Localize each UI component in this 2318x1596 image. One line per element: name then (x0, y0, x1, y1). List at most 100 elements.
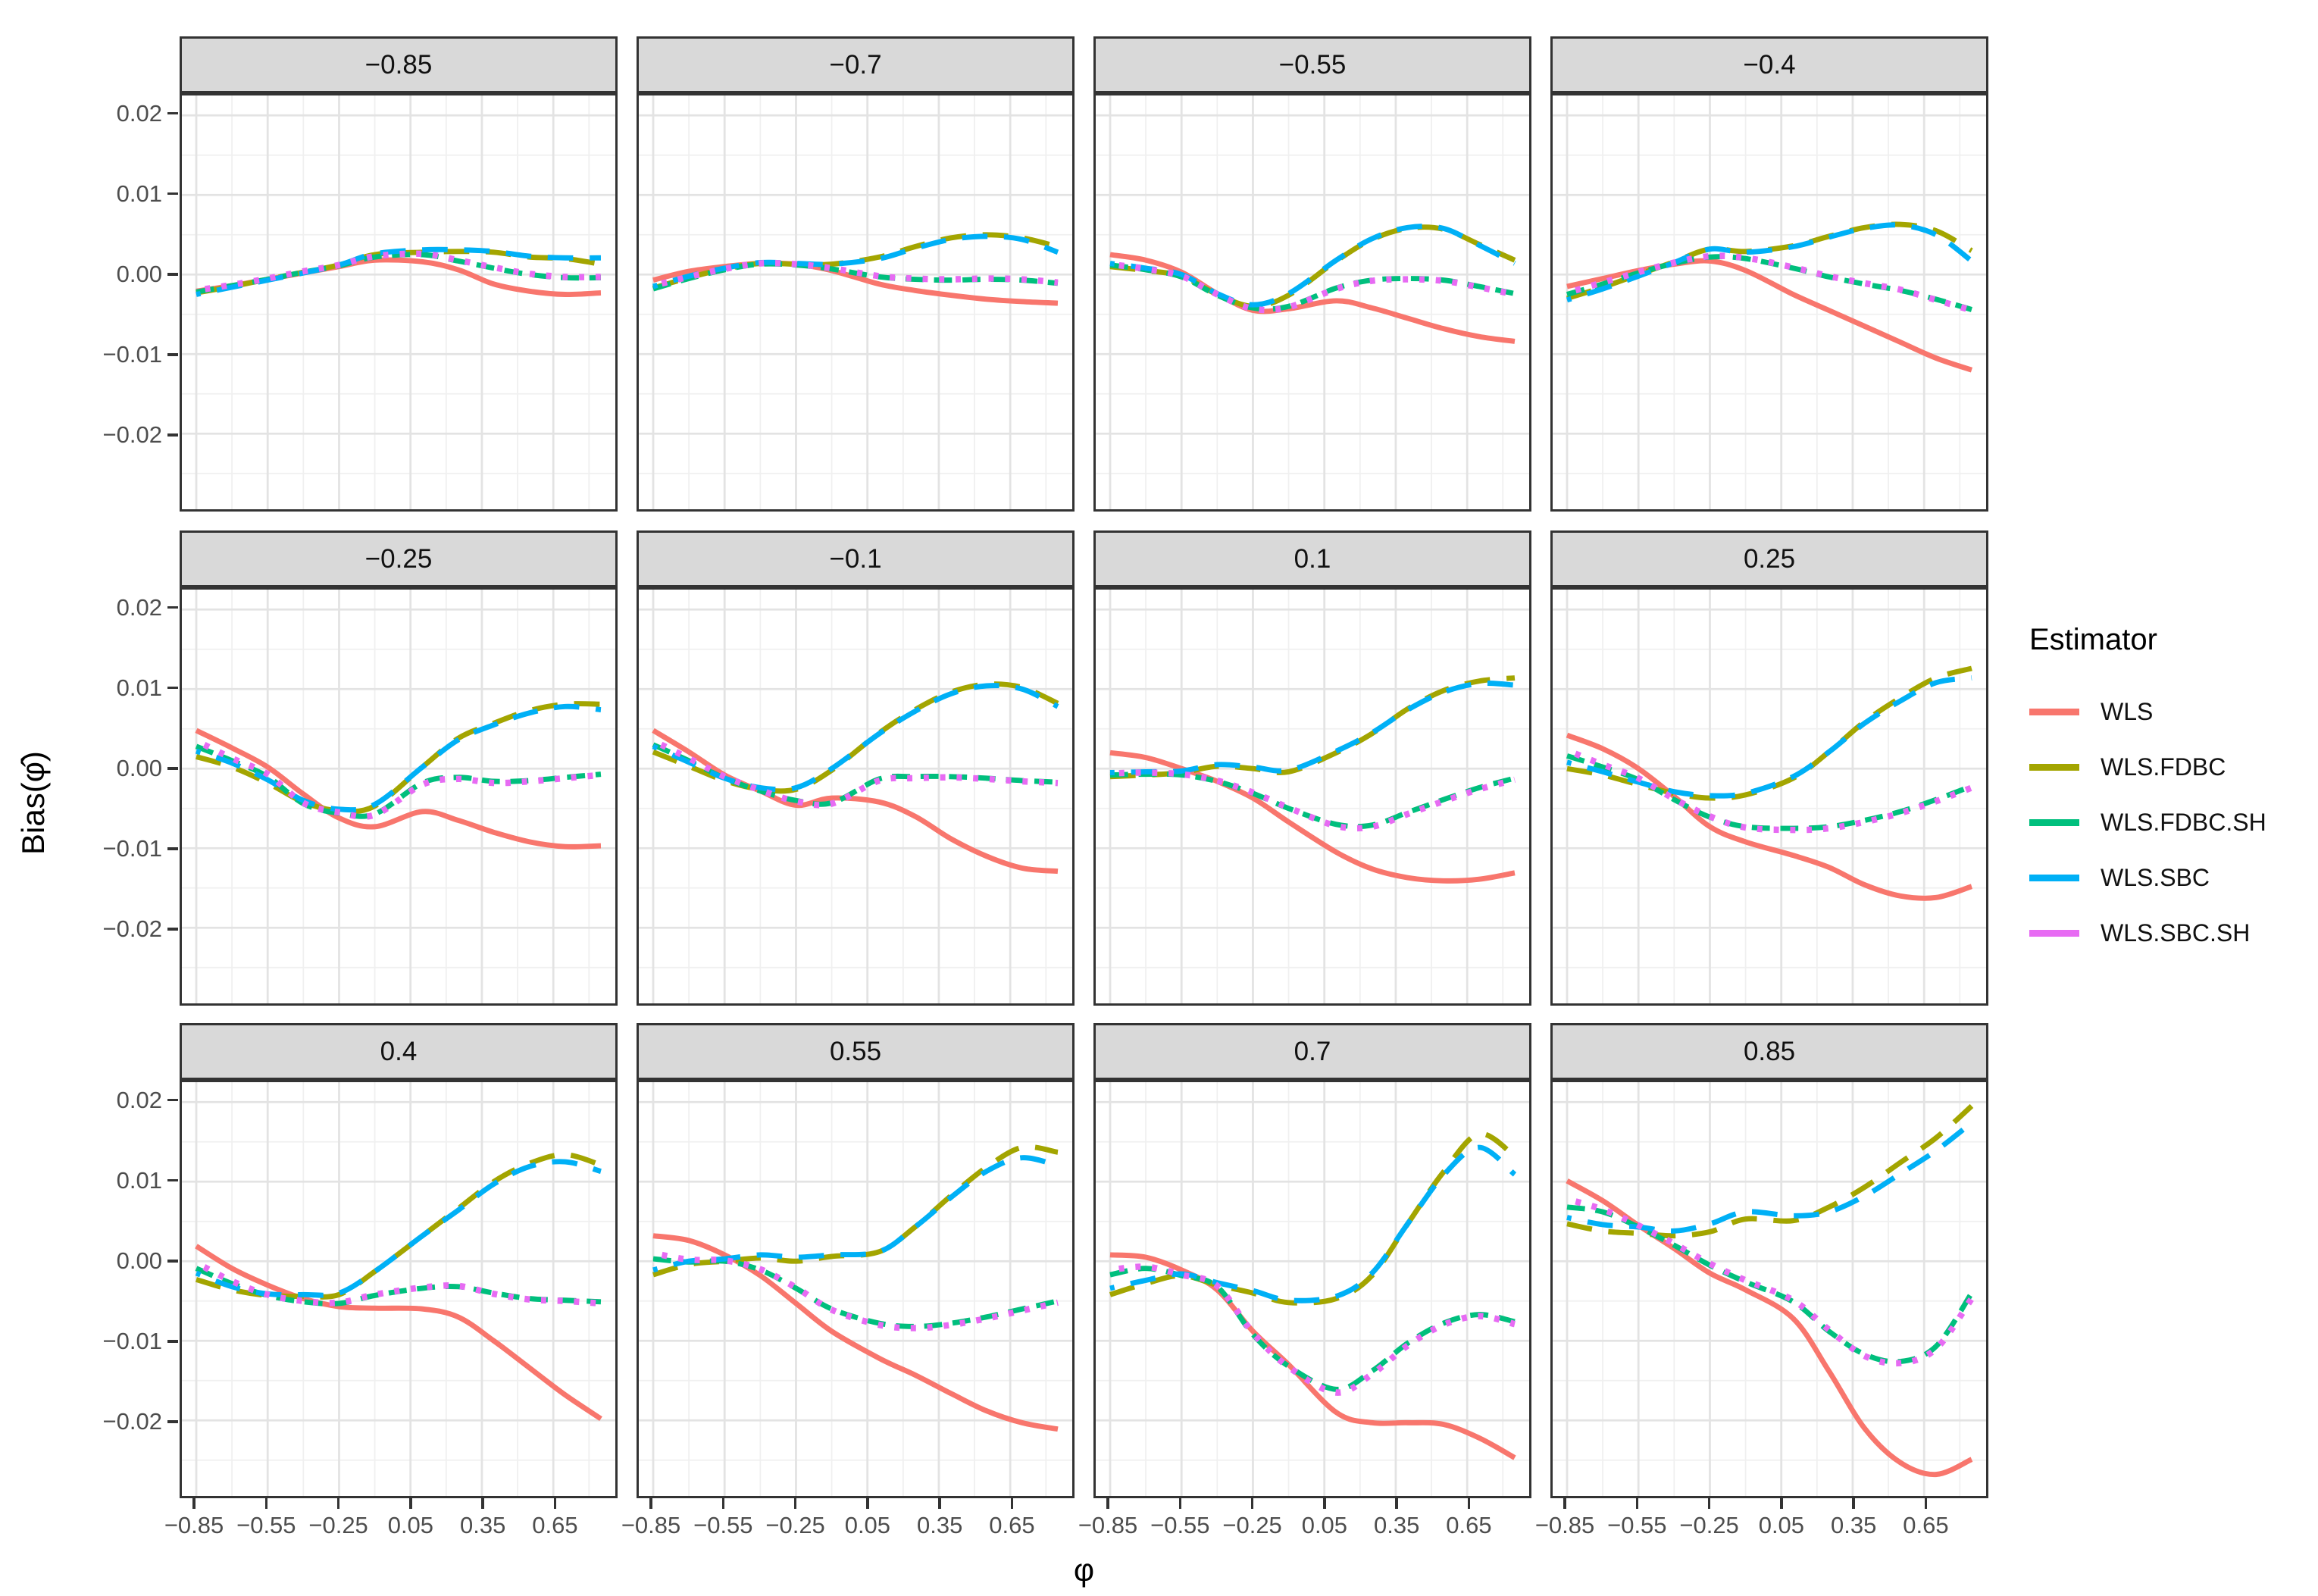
legend-item-label: WLS.FDBC (2101, 753, 2226, 781)
series-line-WLS (1566, 732, 1973, 901)
x-tick-label: −0.55 (1150, 1512, 1210, 1538)
facet-panel (180, 1080, 618, 1498)
series-line-WLS.FDBC (1566, 665, 1972, 801)
facet-panel (1093, 587, 1531, 1006)
legend-item-label: WLS (2101, 698, 2154, 725)
x-tick-label: −0.25 (1222, 1512, 1282, 1538)
legend: Estimator WLS WLS.FDBC WLS.FDBC.SH WLS.SBC W… (2029, 623, 2317, 961)
legend-items: WLS WLS.FDBC WLS.FDBC.SH WLS.SBC WLS.SBC.SH (2029, 684, 2317, 961)
series-line-WLS.SBC (652, 683, 1059, 793)
x-tick-label: 0.35 (1373, 1512, 1420, 1538)
y-axis-tick (167, 1260, 178, 1263)
facet-strip: −0.1 (637, 530, 1075, 587)
y-axis-tick (167, 353, 178, 356)
y-axis-tick (167, 192, 178, 196)
facet-strip: −0.25 (180, 530, 618, 587)
facet-panel (637, 1080, 1075, 1498)
y-tick-label: 0.02 (116, 1086, 162, 1113)
series-line-WLS.SBC.SH (1566, 252, 1973, 314)
legend-item-WLS.SBC.SH: WLS.SBC.SH (2029, 906, 2317, 961)
x-axis-tick (1852, 1498, 1855, 1509)
x-tick-label: 0.05 (844, 1512, 891, 1538)
x-tick-label: −0.25 (1679, 1512, 1739, 1538)
x-axis-tick (1323, 1498, 1326, 1509)
series-line-WLS.SBC (1566, 1120, 1974, 1234)
x-tick-label: −0.55 (693, 1512, 753, 1538)
y-axis-tick (167, 686, 178, 690)
y-axis-tick (167, 1098, 178, 1102)
y-tick-label: −0.02 (102, 1408, 162, 1435)
series-line-WLS.FDBC.SH (652, 742, 1059, 807)
x-axis-tick (1178, 1498, 1182, 1509)
facet-panel (1093, 93, 1531, 512)
series-line-WLS.SBC.SH (1566, 1196, 1975, 1367)
facet-panel (1550, 93, 1988, 512)
series-line-WLS (1109, 749, 1516, 884)
legend-item-label: WLS.SBC (2101, 864, 2210, 891)
y-axis-tick (167, 433, 178, 437)
series-line-WLS (1566, 1178, 1973, 1478)
series-line-WLS.SBC (196, 246, 601, 297)
facet-strip: 0.55 (637, 1023, 1075, 1080)
facet-strip: 0.1 (1093, 530, 1531, 587)
x-tick-label: 0.05 (1301, 1512, 1348, 1538)
facet-strip: −0.55 (1093, 36, 1531, 93)
x-axis-tick (553, 1498, 557, 1509)
facet-panel (180, 587, 618, 1006)
x-axis-title: φ (1073, 1552, 1095, 1588)
series-line-WLS.FDBC (196, 701, 602, 815)
series-line-WLS.SBC.SH (196, 250, 601, 294)
legend-item-WLS: WLS (2029, 684, 2317, 740)
series-line-WLS.SBC.SH (652, 259, 1059, 289)
legend-item-WLS.FDBC: WLS.FDBC (2029, 740, 2317, 795)
x-axis-tick (1635, 1498, 1639, 1509)
y-tick-label: 0.01 (116, 674, 162, 701)
series-line-WLS.SBC (1109, 681, 1516, 775)
y-tick-label: 0.00 (116, 260, 162, 287)
x-axis-tick (938, 1498, 941, 1509)
series-line-WLS.SBC (652, 1155, 1059, 1273)
x-tick-label: −0.85 (164, 1512, 224, 1538)
x-axis-tick (1106, 1498, 1109, 1509)
x-axis-tick (1924, 1498, 1928, 1509)
y-tick-label: 0.02 (116, 99, 162, 127)
x-tick-label: −0.55 (236, 1512, 296, 1538)
x-axis-tick (481, 1498, 484, 1509)
y-tick-label: 0.01 (116, 180, 162, 207)
x-axis-tick (866, 1498, 869, 1509)
series-line-WLS.FDBC.SH (1566, 753, 1973, 831)
x-tick-label: −0.55 (1607, 1512, 1667, 1538)
legend-title: Estimator (2029, 623, 2157, 656)
series-line-WLS (1109, 1252, 1516, 1460)
x-tick-label: 0.35 (916, 1512, 963, 1538)
facet-strip: −0.7 (637, 36, 1075, 93)
x-axis-tick (1467, 1498, 1471, 1509)
legend-key-swatch (2029, 875, 2079, 881)
x-axis-tick (336, 1498, 340, 1509)
y-axis-tick (167, 928, 178, 931)
y-tick-label: 0.00 (116, 754, 162, 781)
x-tick-label: −0.85 (1078, 1512, 1138, 1538)
series-line-WLS.SBC.SH (195, 737, 602, 820)
x-axis-tick (409, 1498, 412, 1509)
series-line-WLS.FDBC (652, 681, 1059, 794)
facet-panel (1093, 1080, 1531, 1498)
x-tick-label: 0.65 (1446, 1512, 1492, 1538)
x-tick-label: 0.65 (532, 1512, 578, 1538)
series-line-WLS (652, 1233, 1059, 1432)
series-line-WLS.FDBC (1109, 224, 1516, 309)
facet-strip: −0.85 (180, 36, 618, 93)
series-line-WLS.SBC (1566, 675, 1972, 799)
y-tick-label: 0.01 (116, 1166, 162, 1194)
facet-panel (1550, 587, 1988, 1006)
series-line-WLS.FDBC (1109, 675, 1516, 780)
series-line-WLS.FDBC.SH (195, 1266, 602, 1307)
series-line-WLS.SBC (1109, 1144, 1517, 1303)
series-line-WLS.FDBC (196, 1152, 602, 1300)
series-line-WLS.SBC.SH (1109, 1263, 1516, 1396)
legend-item-label: WLS.SBC.SH (2101, 919, 2251, 947)
x-axis-tick (1395, 1498, 1398, 1509)
x-axis-tick (721, 1498, 725, 1509)
facet-strip: 0.85 (1550, 1023, 1988, 1080)
